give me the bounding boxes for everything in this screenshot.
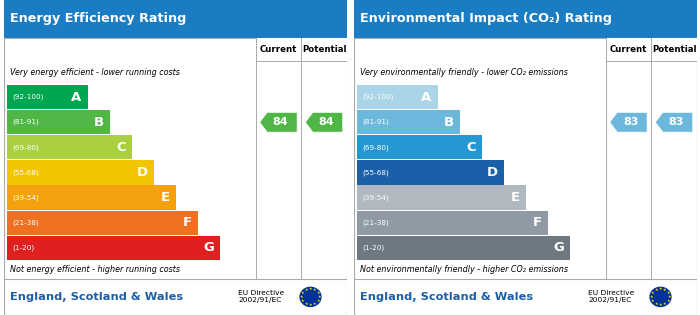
Text: C: C <box>116 141 126 154</box>
Text: Potential: Potential <box>302 45 346 54</box>
Text: EU Directive
2002/91/EC: EU Directive 2002/91/EC <box>589 290 635 303</box>
Text: ★: ★ <box>301 299 304 303</box>
Text: G: G <box>553 241 564 254</box>
Text: F: F <box>183 216 192 229</box>
Text: (69-80): (69-80) <box>362 144 389 151</box>
Text: B: B <box>444 116 454 129</box>
FancyBboxPatch shape <box>354 38 696 315</box>
Text: 83: 83 <box>623 117 638 127</box>
Text: (69-80): (69-80) <box>12 144 38 151</box>
Text: ★: ★ <box>650 295 653 299</box>
Text: ★: ★ <box>304 288 308 292</box>
Text: (81-91): (81-91) <box>362 119 389 125</box>
Text: ★: ★ <box>659 287 662 291</box>
FancyBboxPatch shape <box>4 0 346 38</box>
Text: 83: 83 <box>668 117 684 127</box>
Text: (92-100): (92-100) <box>362 94 393 100</box>
FancyBboxPatch shape <box>606 38 696 61</box>
FancyBboxPatch shape <box>7 135 132 159</box>
Text: Energy Efficiency Rating: Energy Efficiency Rating <box>10 12 187 26</box>
FancyBboxPatch shape <box>357 85 438 109</box>
FancyBboxPatch shape <box>357 236 570 260</box>
Text: ★: ★ <box>668 295 671 299</box>
Text: (55-68): (55-68) <box>362 169 389 176</box>
FancyBboxPatch shape <box>7 186 176 210</box>
Text: ★: ★ <box>318 295 321 299</box>
Text: ★: ★ <box>300 295 303 299</box>
Polygon shape <box>305 112 343 132</box>
Text: ★: ★ <box>301 291 304 295</box>
FancyBboxPatch shape <box>354 0 696 38</box>
Text: England, Scotland & Wales: England, Scotland & Wales <box>10 292 183 302</box>
Text: ★: ★ <box>309 287 312 291</box>
Text: B: B <box>94 116 104 129</box>
Text: Very energy efficient - lower running costs: Very energy efficient - lower running co… <box>10 68 180 77</box>
Text: E: E <box>511 191 520 204</box>
FancyBboxPatch shape <box>7 211 198 235</box>
FancyBboxPatch shape <box>7 160 154 185</box>
Text: (92-100): (92-100) <box>12 94 43 100</box>
Text: Potential: Potential <box>652 45 696 54</box>
Text: ★: ★ <box>309 303 312 307</box>
Text: Current: Current <box>610 45 647 54</box>
Text: ★: ★ <box>313 302 316 306</box>
Ellipse shape <box>300 287 321 307</box>
Text: (1-20): (1-20) <box>362 244 384 251</box>
Text: England, Scotland & Wales: England, Scotland & Wales <box>360 292 533 302</box>
FancyBboxPatch shape <box>357 135 482 159</box>
Text: G: G <box>203 241 214 254</box>
Text: ★: ★ <box>654 302 658 306</box>
FancyBboxPatch shape <box>7 110 110 134</box>
Ellipse shape <box>650 287 671 307</box>
Polygon shape <box>655 112 693 132</box>
Text: D: D <box>486 166 498 179</box>
Text: (55-68): (55-68) <box>12 169 38 176</box>
Text: ★: ★ <box>304 302 308 306</box>
FancyBboxPatch shape <box>4 279 346 315</box>
Text: (21-38): (21-38) <box>12 220 38 226</box>
Polygon shape <box>610 112 647 132</box>
Text: ★: ★ <box>654 288 658 292</box>
Text: ★: ★ <box>659 303 662 307</box>
Text: Current: Current <box>260 45 297 54</box>
Text: ★: ★ <box>663 288 666 292</box>
Text: ★: ★ <box>316 291 320 295</box>
FancyBboxPatch shape <box>357 160 504 185</box>
FancyBboxPatch shape <box>357 110 460 134</box>
Text: (39-54): (39-54) <box>12 194 38 201</box>
Polygon shape <box>260 112 297 132</box>
Text: (21-38): (21-38) <box>362 220 389 226</box>
Text: ★: ★ <box>666 291 670 295</box>
Text: A: A <box>421 91 432 104</box>
Text: ★: ★ <box>313 288 316 292</box>
FancyBboxPatch shape <box>354 279 696 315</box>
Text: (39-54): (39-54) <box>362 194 389 201</box>
Text: ★: ★ <box>666 299 670 303</box>
Text: EU Directive
2002/91/EC: EU Directive 2002/91/EC <box>239 290 285 303</box>
Text: ★: ★ <box>316 299 320 303</box>
Text: E: E <box>161 191 170 204</box>
Text: (81-91): (81-91) <box>12 119 38 125</box>
Text: Very environmentally friendly - lower CO₂ emissions: Very environmentally friendly - lower CO… <box>360 68 568 77</box>
FancyBboxPatch shape <box>7 236 220 260</box>
Text: Environmental Impact (CO₂) Rating: Environmental Impact (CO₂) Rating <box>360 12 612 26</box>
Text: ★: ★ <box>663 302 666 306</box>
Text: C: C <box>466 141 476 154</box>
Text: ★: ★ <box>651 299 654 303</box>
Text: 84: 84 <box>273 117 288 127</box>
Text: (1-20): (1-20) <box>12 244 34 251</box>
FancyBboxPatch shape <box>357 186 526 210</box>
Text: 84: 84 <box>318 117 334 127</box>
Text: A: A <box>71 91 82 104</box>
FancyBboxPatch shape <box>7 85 88 109</box>
FancyBboxPatch shape <box>256 38 346 61</box>
Text: F: F <box>533 216 542 229</box>
Text: D: D <box>136 166 148 179</box>
Text: ★: ★ <box>651 291 654 295</box>
Text: Not environmentally friendly - higher CO₂ emissions: Not environmentally friendly - higher CO… <box>360 265 568 274</box>
FancyBboxPatch shape <box>4 38 346 315</box>
FancyBboxPatch shape <box>357 211 548 235</box>
Text: Not energy efficient - higher running costs: Not energy efficient - higher running co… <box>10 265 181 274</box>
